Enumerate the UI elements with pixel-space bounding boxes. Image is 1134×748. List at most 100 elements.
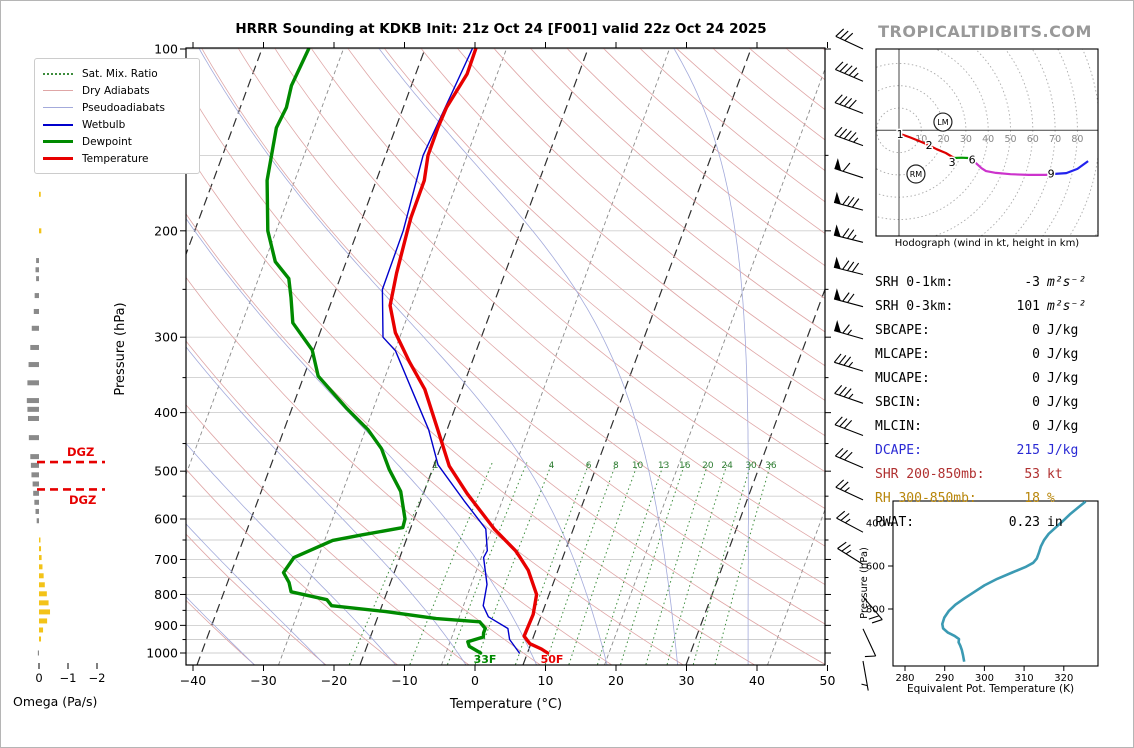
hodo-ring-label: 10 bbox=[915, 134, 927, 145]
stat-row-sbcape: SBCAPE: 0 J/kg bbox=[875, 319, 1099, 343]
skewt-legend: Sat. Mix. Ratio Dry Adiabats Pseudoadiabat… bbox=[34, 58, 200, 174]
pressure-axis-label: Pressure (hPa) bbox=[113, 302, 128, 396]
wind-barb bbox=[833, 288, 864, 308]
wetbulb-trace bbox=[381, 48, 521, 654]
pressure-tick-label: 300 bbox=[154, 330, 178, 345]
stat-value: -3 bbox=[1024, 275, 1040, 290]
stat-unit: m²s⁻² bbox=[1047, 275, 1087, 290]
x-tick-label: −10 bbox=[391, 673, 417, 688]
legend-item-pseudoadiabat: Pseudoadiabats bbox=[43, 99, 191, 116]
wind-barb bbox=[837, 541, 864, 565]
legend-label: Temperature bbox=[82, 152, 149, 165]
legend-swatch-wetbulb bbox=[43, 123, 73, 126]
wind-barb bbox=[835, 28, 864, 50]
ept-x-tick: 290 bbox=[935, 673, 954, 684]
wind-barb bbox=[862, 628, 877, 658]
wind-barb bbox=[834, 126, 864, 147]
legend-item-wetbulb: Wetbulb bbox=[43, 116, 191, 133]
wind-barb bbox=[834, 385, 864, 404]
x-tick-label: −20 bbox=[321, 673, 347, 688]
stat-unit: J/kg bbox=[1047, 347, 1079, 362]
legend-item-dewpoint: Dewpoint bbox=[43, 133, 191, 150]
omega-tick-label: 0 bbox=[35, 671, 42, 685]
stat-unit: % bbox=[1047, 491, 1055, 506]
ept-inset: 280 290 300 310 320 400 600 800 bbox=[866, 500, 1099, 684]
pressure-tick-label: 600 bbox=[154, 512, 178, 527]
legend-item-temperature: Temperature bbox=[43, 150, 191, 167]
storm-motion-rm: RM bbox=[910, 170, 923, 179]
x-tick-label: 20 bbox=[608, 673, 624, 688]
skewt-background: 1 4 6 8 10 13 16 20 24 30 36 bbox=[186, 48, 825, 665]
temperature-trace bbox=[388, 48, 550, 655]
temperature-axis-label: Temperature (°C) bbox=[449, 697, 563, 712]
x-tick-label: 10 bbox=[538, 673, 554, 688]
stat-label: SRH 0-3km: bbox=[875, 299, 954, 314]
ept-trace bbox=[940, 501, 1087, 662]
stat-label: MLCIN: bbox=[875, 419, 922, 434]
legend-label: Sat. Mix. Ratio bbox=[82, 67, 158, 80]
omega-panel: 0 −1 −2 bbox=[26, 191, 106, 685]
stat-value: 0 bbox=[1032, 347, 1040, 362]
pressure-tick-label: 800 bbox=[154, 587, 178, 602]
ept-pressure-axis-label: Pressure (hPa) bbox=[859, 547, 870, 619]
stat-unit: J/kg bbox=[1047, 323, 1079, 338]
legend-item-dryadiabat: Dry Adiabats bbox=[43, 82, 191, 99]
wind-barb bbox=[833, 191, 864, 211]
stat-unit: J/kg bbox=[1047, 419, 1079, 434]
x-tick-label: −30 bbox=[250, 673, 276, 688]
stat-row-mlcin: MLCIN: 0 J/kg bbox=[875, 415, 1099, 439]
stat-value: 0 bbox=[1032, 323, 1040, 338]
stat-value: 0 bbox=[1032, 395, 1040, 410]
legend-swatch-mixratio bbox=[43, 72, 73, 75]
hodo-trace-red bbox=[900, 133, 955, 159]
stat-label: SBCAPE: bbox=[875, 323, 930, 338]
hodo-height-label: 3 bbox=[949, 156, 956, 169]
dgz-label-lower: DGZ bbox=[69, 493, 97, 507]
stat-unit: m²s⁻² bbox=[1047, 299, 1087, 314]
mixratio-label: 20 bbox=[702, 461, 714, 471]
stat-row-dcape: DCAPE: 215 J/kg bbox=[875, 439, 1099, 463]
mixratio-label: 10 bbox=[632, 461, 644, 471]
pressure-tick-label: 500 bbox=[154, 464, 178, 479]
mixratio-label: 36 bbox=[765, 461, 777, 471]
ept-axis-label: Equivalent Pot. Temperature (K) bbox=[906, 683, 1075, 695]
stats-panel: SRH 0-1km: -3 m²s⁻² SRH 0-3km: 101 m²s⁻² SBCAP… bbox=[875, 271, 1099, 535]
pressure-tick-label: 1000 bbox=[146, 646, 178, 661]
stat-row-pwat: PWAT: 0.23 in bbox=[875, 511, 1099, 535]
legend-swatch-pseudoadiabat bbox=[43, 107, 73, 108]
stat-value: 53 bbox=[1024, 467, 1040, 482]
omega-tick-label: −2 bbox=[89, 671, 106, 685]
stat-row-mucape: MUCAPE: 0 J/kg bbox=[875, 367, 1099, 391]
mixratio-label: 4 bbox=[549, 461, 555, 471]
stat-value: 215 bbox=[1016, 443, 1040, 458]
x-tick-label: 50 bbox=[820, 673, 836, 688]
pressure-tick-label: 100 bbox=[154, 42, 178, 57]
hodo-ring-label: 70 bbox=[1049, 134, 1061, 145]
wind-barb bbox=[834, 447, 864, 469]
hodo-height-label: 9 bbox=[1048, 167, 1055, 180]
dgz-label-upper: DGZ bbox=[67, 445, 95, 459]
ept-y-tick: 400 bbox=[866, 519, 885, 530]
legend-swatch-dewpoint bbox=[43, 140, 73, 143]
hodo-trace-blue bbox=[1052, 160, 1089, 176]
mixratio-label: 13 bbox=[658, 461, 669, 471]
stat-row-sbcin: SBCIN: 0 J/kg bbox=[875, 391, 1099, 415]
tropicaltidbits-logo: TROPICALTIDBITS.COM bbox=[878, 22, 1092, 41]
ept-x-tick: 310 bbox=[1015, 673, 1034, 684]
ept-y-tick: 800 bbox=[866, 605, 885, 616]
surface-temperature-label: 50F bbox=[540, 653, 564, 666]
hodo-height-label: 1 bbox=[897, 128, 904, 141]
stat-label: PWAT: bbox=[875, 515, 915, 530]
stat-unit: J/kg bbox=[1047, 371, 1079, 386]
stat-unit: J/kg bbox=[1047, 395, 1079, 410]
wind-barb bbox=[861, 660, 869, 691]
x-tick-label: 30 bbox=[679, 673, 695, 688]
stat-label: SBCIN: bbox=[875, 395, 922, 410]
skewt-axes: −40 −30 −20 −10 0 10 20 30 40 50 100 200 300 400 500 60… bbox=[146, 42, 835, 689]
ept-x-tick: 300 bbox=[975, 673, 994, 684]
stat-value: 0 bbox=[1032, 419, 1040, 434]
stat-label: RH 300-850mb: bbox=[875, 491, 977, 506]
mixratio-label: 24 bbox=[721, 461, 733, 471]
hodo-ring-label: 60 bbox=[1027, 134, 1039, 145]
wind-barb bbox=[833, 256, 864, 276]
